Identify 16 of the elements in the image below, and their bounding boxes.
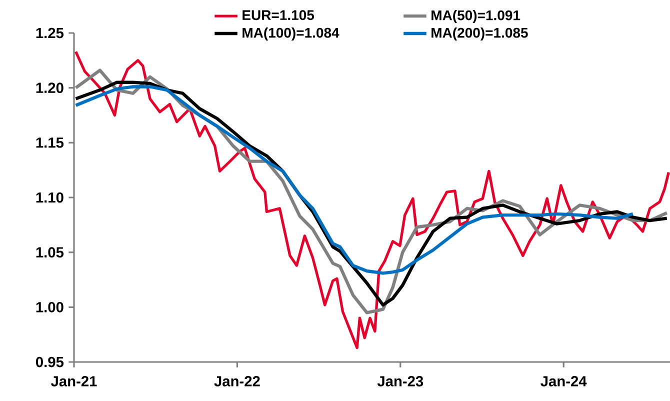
legend-label: MA(50)=1.091	[432, 10, 520, 24]
x-tick-label: Jan-22	[214, 376, 260, 386]
y-tick-label: 1.00	[36, 302, 64, 312]
x-tick-label: Jan-24	[540, 376, 587, 386]
y-tick-label: 1.10	[36, 192, 64, 203]
y-tick-label: 1.15	[36, 138, 64, 148]
y-tick-label: 1.25	[36, 28, 64, 38]
legend-label: EUR=1.105	[242, 10, 314, 20]
x-tick-label: Jan-23	[377, 376, 424, 386]
line-series	[74, 50, 670, 350]
legend-label: MA(100)=1.084	[242, 27, 340, 40]
y-tick-label: 1.20	[36, 82, 64, 94]
legend-label: MA(200)=1.085	[432, 27, 528, 40]
x-tick-label: Jan-21	[51, 376, 97, 386]
y-tick-label: 1.05	[36, 247, 64, 258]
y-tick-label: 0.95	[36, 356, 64, 368]
